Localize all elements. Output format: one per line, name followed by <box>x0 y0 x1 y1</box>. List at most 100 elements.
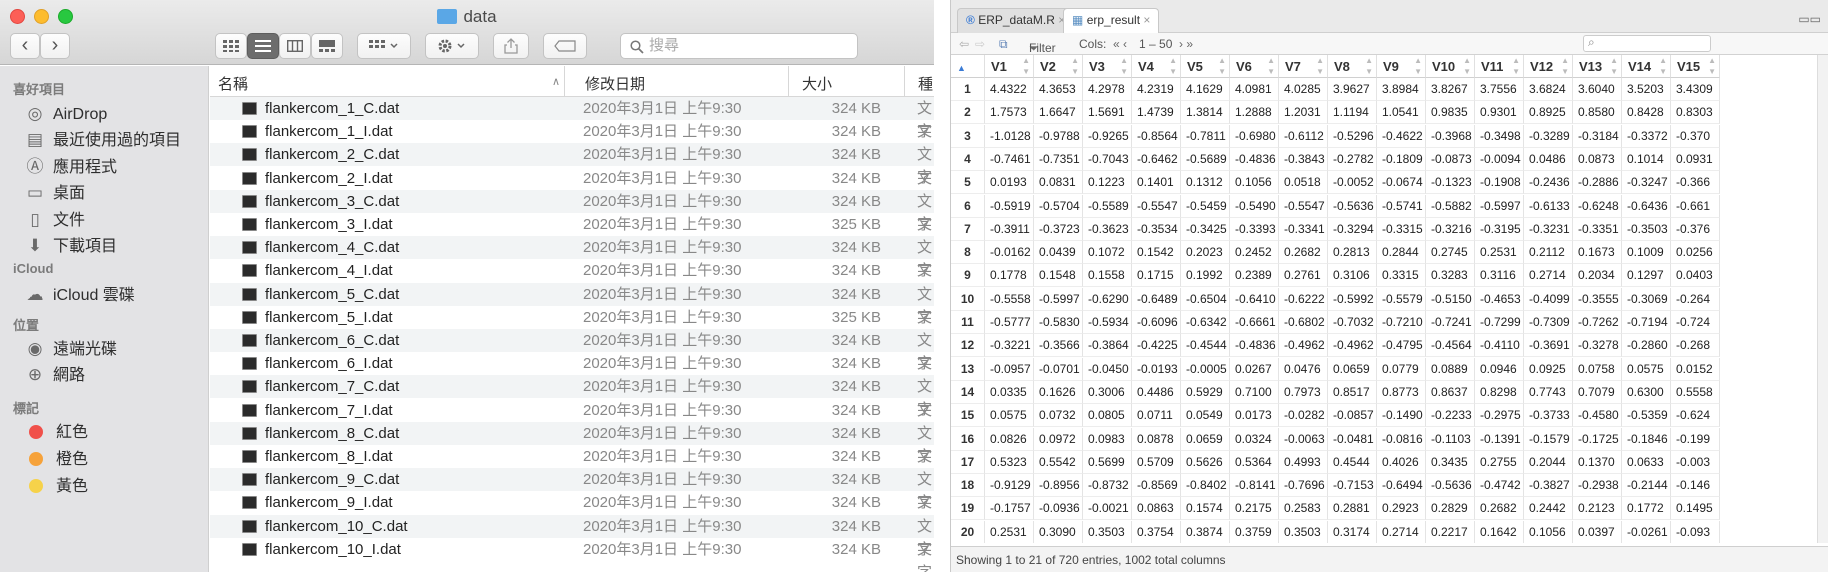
column-header-date[interactable]: 修改日期 <box>585 76 646 93</box>
row-number-header[interactable]: ▲ <box>951 55 985 78</box>
data-cell: 0.0256 <box>1671 241 1720 265</box>
data-cell: 0.2044 <box>1524 450 1573 474</box>
back-button[interactable]: ‹ <box>10 33 40 59</box>
sidebar-item-tag-orange[interactable]: 橙色 <box>24 447 88 473</box>
document-icon <box>242 264 257 278</box>
icon-view-icon[interactable] <box>215 33 247 59</box>
data-cell: 0.1542 <box>1132 241 1181 265</box>
sidebar-item-downloads[interactable]: ⬇ 下載項目 <box>24 233 117 259</box>
close-icon[interactable]: × <box>1143 13 1151 27</box>
data-cell: 0.3435 <box>1426 450 1475 474</box>
forward-arrow-icon[interactable]: ⇨ <box>975 37 986 51</box>
gear-icon[interactable] <box>425 33 479 59</box>
editor-tab-bar: ® ERP_dataM.R × ▦ erp_result × ▭▭ <box>951 0 1828 33</box>
column-header[interactable]: V9 ▲ ▼ <box>1377 55 1426 78</box>
back-arrow-icon[interactable]: ⇦ <box>959 37 970 51</box>
gallery-view-icon[interactable] <box>311 33 343 59</box>
column-header[interactable]: V10 ▲ ▼ <box>1426 55 1475 78</box>
column-header-name[interactable]: 名稱 <box>218 76 249 93</box>
data-cell: -0.5636 <box>1426 474 1475 498</box>
sidebar-item-applications[interactable]: Ⓐ 應用程式 <box>24 154 118 180</box>
sidebar-item-documents[interactable]: ▯ 文件 <box>24 207 85 233</box>
sort-up-icon: ▲ <box>957 63 966 73</box>
column-header[interactable]: V5 ▲ ▼ <box>1181 55 1230 78</box>
column-header-label: V2 <box>1040 59 1056 74</box>
column-header[interactable]: V14 ▲ ▼ <box>1622 55 1671 78</box>
column-header[interactable]: V8 ▲ ▼ <box>1328 55 1377 78</box>
search-input[interactable]: 搜尋 <box>620 33 858 59</box>
file-date: 2020年3月1日 上午9:30 <box>583 239 742 257</box>
tab-erp-result[interactable]: ▦ erp_result × <box>1063 8 1160 33</box>
tab-erp-datam-r[interactable]: ® ERP_dataM.R × <box>957 8 1075 33</box>
file-row[interactable]: flankercom_7_C.dat 2020年3月1日 上午9:30 324 KB… <box>210 375 934 418</box>
vertical-scrollbar[interactable] <box>1817 55 1828 543</box>
sidebar-item-network[interactable]: ⊕ 網路 <box>24 362 85 388</box>
data-cell: 4.3653 <box>1034 78 1083 101</box>
file-row[interactable]: flankercom_4_I.dat 2020年3月1日 上午9:30 324 KB… <box>210 259 934 302</box>
file-row[interactable]: flankercom_4_C.dat 2020年3月1日 上午9:30 324 KB… <box>210 236 934 279</box>
file-row[interactable]: flankercom_1_C.dat 2020年3月1日 上午9:30 324 KB… <box>210 97 934 140</box>
sidebar-item-icloud-drive[interactable]: ☁ iCloud 雲碟 <box>24 282 135 308</box>
file-row[interactable]: flankercom_9_C.dat 2020年3月1日 上午9:30 324 KB… <box>210 468 934 511</box>
data-cell: -0.3723 <box>1034 217 1083 241</box>
data-cell: 0.1312 <box>1181 171 1230 195</box>
sidebar-item-desktop[interactable]: ▭ 桌面 <box>24 180 85 206</box>
sidebar-item-tag-yellow[interactable]: 黃色 <box>24 474 88 500</box>
column-header[interactable]: V4 ▲ ▼ <box>1132 55 1181 78</box>
column-header[interactable]: V11 ▲ ▼ <box>1475 55 1524 78</box>
zoom-window-button[interactable] <box>58 9 73 24</box>
file-row[interactable]: flankercom_8_C.dat 2020年3月1日 上午9:30 324 KB… <box>210 421 934 465</box>
file-row[interactable]: flankercom_9_I.dat 2020年3月1日 上午9:30 324 KB… <box>210 491 934 534</box>
row-number: 10 <box>951 287 985 311</box>
close-window-button[interactable] <box>10 9 25 24</box>
column-header-size[interactable]: 大小 <box>802 76 833 93</box>
file-size: 324 KB <box>831 285 881 303</box>
sidebar-item-airdrop[interactable]: ◎ AirDrop <box>24 101 108 127</box>
file-row[interactable]: flankercom_5_C.dat 2020年3月1日 上午9:30 324 KB… <box>210 282 934 326</box>
column-header[interactable]: V12 ▲ ▼ <box>1524 55 1573 78</box>
data-cell: -0.3733 <box>1524 404 1573 428</box>
data-cell: -0.093 <box>1671 520 1720 543</box>
tag-icon[interactable] <box>543 33 587 59</box>
forward-button[interactable]: › <box>40 33 70 59</box>
data-cell: 0.1558 <box>1083 264 1132 288</box>
column-view-icon[interactable] <box>279 33 311 59</box>
file-row[interactable]: flankercom_6_C.dat 2020年3月1日 上午9:30 324 KB… <box>210 329 934 372</box>
data-cell: -0.4099 <box>1524 287 1573 311</box>
sidebar-item-recents[interactable]: ▤ 最近使用過的項目 <box>24 127 181 153</box>
grid-search-input[interactable]: ⌕ <box>1583 35 1711 52</box>
file-row[interactable]: flankercom_2_C.dat 2020年3月1日 上午9:30 324 KB… <box>210 143 934 186</box>
file-row[interactable]: flankercom_10_C.dat 2020年3月1日 上午9:30 324 K… <box>210 514 934 558</box>
column-header[interactable]: V15 ▲ ▼ <box>1671 55 1720 78</box>
sidebar-item-remote-disc[interactable]: ◉ 遠端光碟 <box>24 336 117 362</box>
open-window-icon[interactable]: ⧉ <box>999 37 1008 51</box>
cols-next-last-icon[interactable]: › » <box>1179 37 1194 51</box>
file-row[interactable]: flankercom_6_I.dat 2020年3月1日 上午9:30 324 KB… <box>210 352 934 395</box>
column-header[interactable]: V1 ▲ ▼ <box>985 55 1034 78</box>
column-header[interactable]: V3 ▲ ▼ <box>1083 55 1132 78</box>
close-icon[interactable]: × <box>1058 13 1066 27</box>
column-header[interactable]: V6 ▲ ▼ <box>1230 55 1279 78</box>
pane-minimize-maximize-icon[interactable]: ▭▭ <box>1798 12 1821 26</box>
group-by-icon[interactable] <box>357 33 411 59</box>
cols-first-prev-icon[interactable]: « ‹ <box>1113 37 1128 51</box>
file-row[interactable]: flankercom_1_I.dat 2020年3月1日 上午9:30 324 KB… <box>210 120 934 163</box>
data-cell: 0.0779 <box>1377 357 1426 381</box>
column-header[interactable]: V13 ▲ ▼ <box>1573 55 1622 78</box>
file-date: 2020年3月1日 上午9:30 <box>583 146 742 164</box>
column-header[interactable]: V2 ▲ ▼ <box>1034 55 1083 78</box>
column-header[interactable]: V7 ▲ ▼ <box>1279 55 1328 78</box>
data-cell: 0.0983 <box>1083 427 1132 451</box>
file-row[interactable]: flankercom_10_I.dat 2020年3月1日 上午9:30 324 K… <box>210 538 934 572</box>
share-icon[interactable] <box>493 33 529 59</box>
file-row[interactable]: flankercom_3_C.dat 2020年3月1日 上午9:30 324 KB… <box>210 189 934 233</box>
file-row[interactable]: flankercom_2_I.dat 2020年3月1日 上午9:30 324 KB… <box>210 167 934 210</box>
sidebar-item-tag-red[interactable]: 紅色 <box>24 420 88 446</box>
file-row[interactable]: flankercom_7_I.dat 2020年3月1日 上午9:30 324 KB… <box>210 399 934 442</box>
minimize-window-button[interactable] <box>34 9 49 24</box>
file-row[interactable]: flankercom_3_I.dat 2020年3月1日 上午9:30 325 KB… <box>210 213 934 256</box>
column-header-kind[interactable]: 種 <box>918 76 934 93</box>
file-row[interactable]: flankercom_8_I.dat 2020年3月1日 上午9:30 324 KB… <box>210 445 934 488</box>
list-view-icon[interactable] <box>247 33 279 59</box>
file-row[interactable]: flankercom_5_I.dat 2020年3月1日 上午9:30 325 KB… <box>210 306 934 349</box>
